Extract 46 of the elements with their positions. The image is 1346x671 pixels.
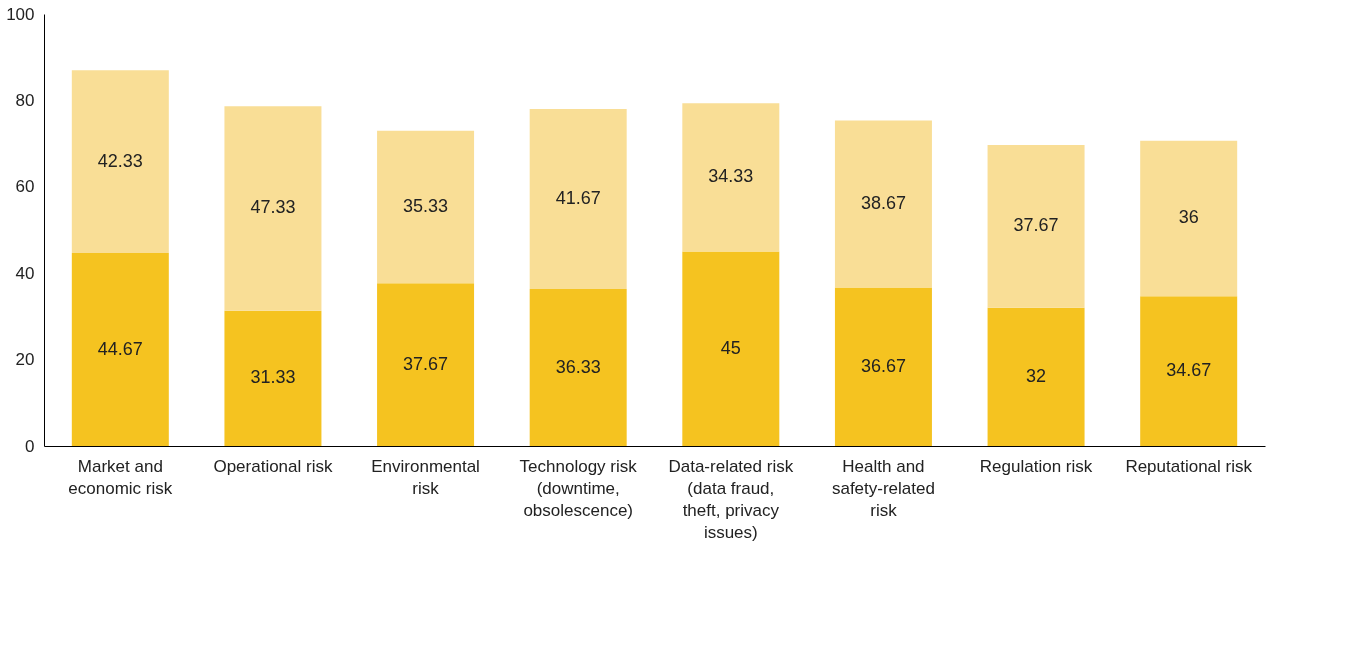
bar: [529, 289, 627, 446]
bar: [71, 253, 169, 446]
bar: [834, 287, 932, 446]
x-tick-label: Operational risk: [213, 456, 333, 476]
x-tick-label: Market and economic risk: [68, 456, 173, 498]
bar: [377, 283, 475, 446]
data-label: 45: [720, 337, 741, 358]
data-label: 32: [1026, 365, 1047, 386]
data-label: 36: [1178, 207, 1199, 228]
x-tick-label: Reputational risk: [1125, 456, 1253, 476]
y-tick-label: 60: [15, 177, 35, 197]
bar: [834, 120, 932, 288]
data-label: 47.33: [250, 197, 296, 218]
data-label: 44.67: [97, 338, 143, 359]
data-label: 41.67: [555, 188, 601, 209]
y-tick-label: 80: [15, 90, 35, 110]
data-label: 36.67: [860, 355, 906, 376]
bar: [987, 307, 1085, 446]
y-tick-label: 100: [6, 4, 35, 24]
bar: [529, 109, 627, 290]
y-tick-label: 40: [15, 263, 35, 283]
y-tick-label: 0: [25, 436, 35, 456]
x-tick-label: Regulation risk: [979, 456, 1093, 476]
data-label: 38.67: [860, 193, 906, 214]
x-tick-label: Data-related risk (data fraud, theft, privacy issues): [668, 456, 794, 542]
data-label: 34.33: [708, 166, 754, 187]
bar: [987, 145, 1085, 308]
bar: [682, 251, 780, 446]
bar: [682, 103, 780, 252]
data-label: 35.33: [403, 195, 449, 216]
bar: [71, 70, 169, 254]
bar: [1140, 140, 1238, 297]
data-label: 37.67: [403, 353, 449, 374]
bar: [1140, 296, 1238, 446]
data-label: 34.67: [1166, 360, 1212, 381]
bar: [377, 130, 475, 284]
data-label: 31.33: [250, 367, 296, 388]
bar: [224, 310, 322, 446]
x-tick-label: Environmental risk: [371, 456, 480, 498]
data-label: 37.67: [1013, 215, 1059, 236]
data-label: 36.33: [555, 356, 601, 377]
data-label: 42.33: [97, 150, 143, 171]
bar: [224, 106, 322, 311]
x-tick-label: Technology risk (downtime, obsolescence): [519, 456, 638, 520]
y-tick-label: 20: [15, 350, 35, 370]
x-tick-label: Health and safety-related risk: [831, 456, 935, 520]
